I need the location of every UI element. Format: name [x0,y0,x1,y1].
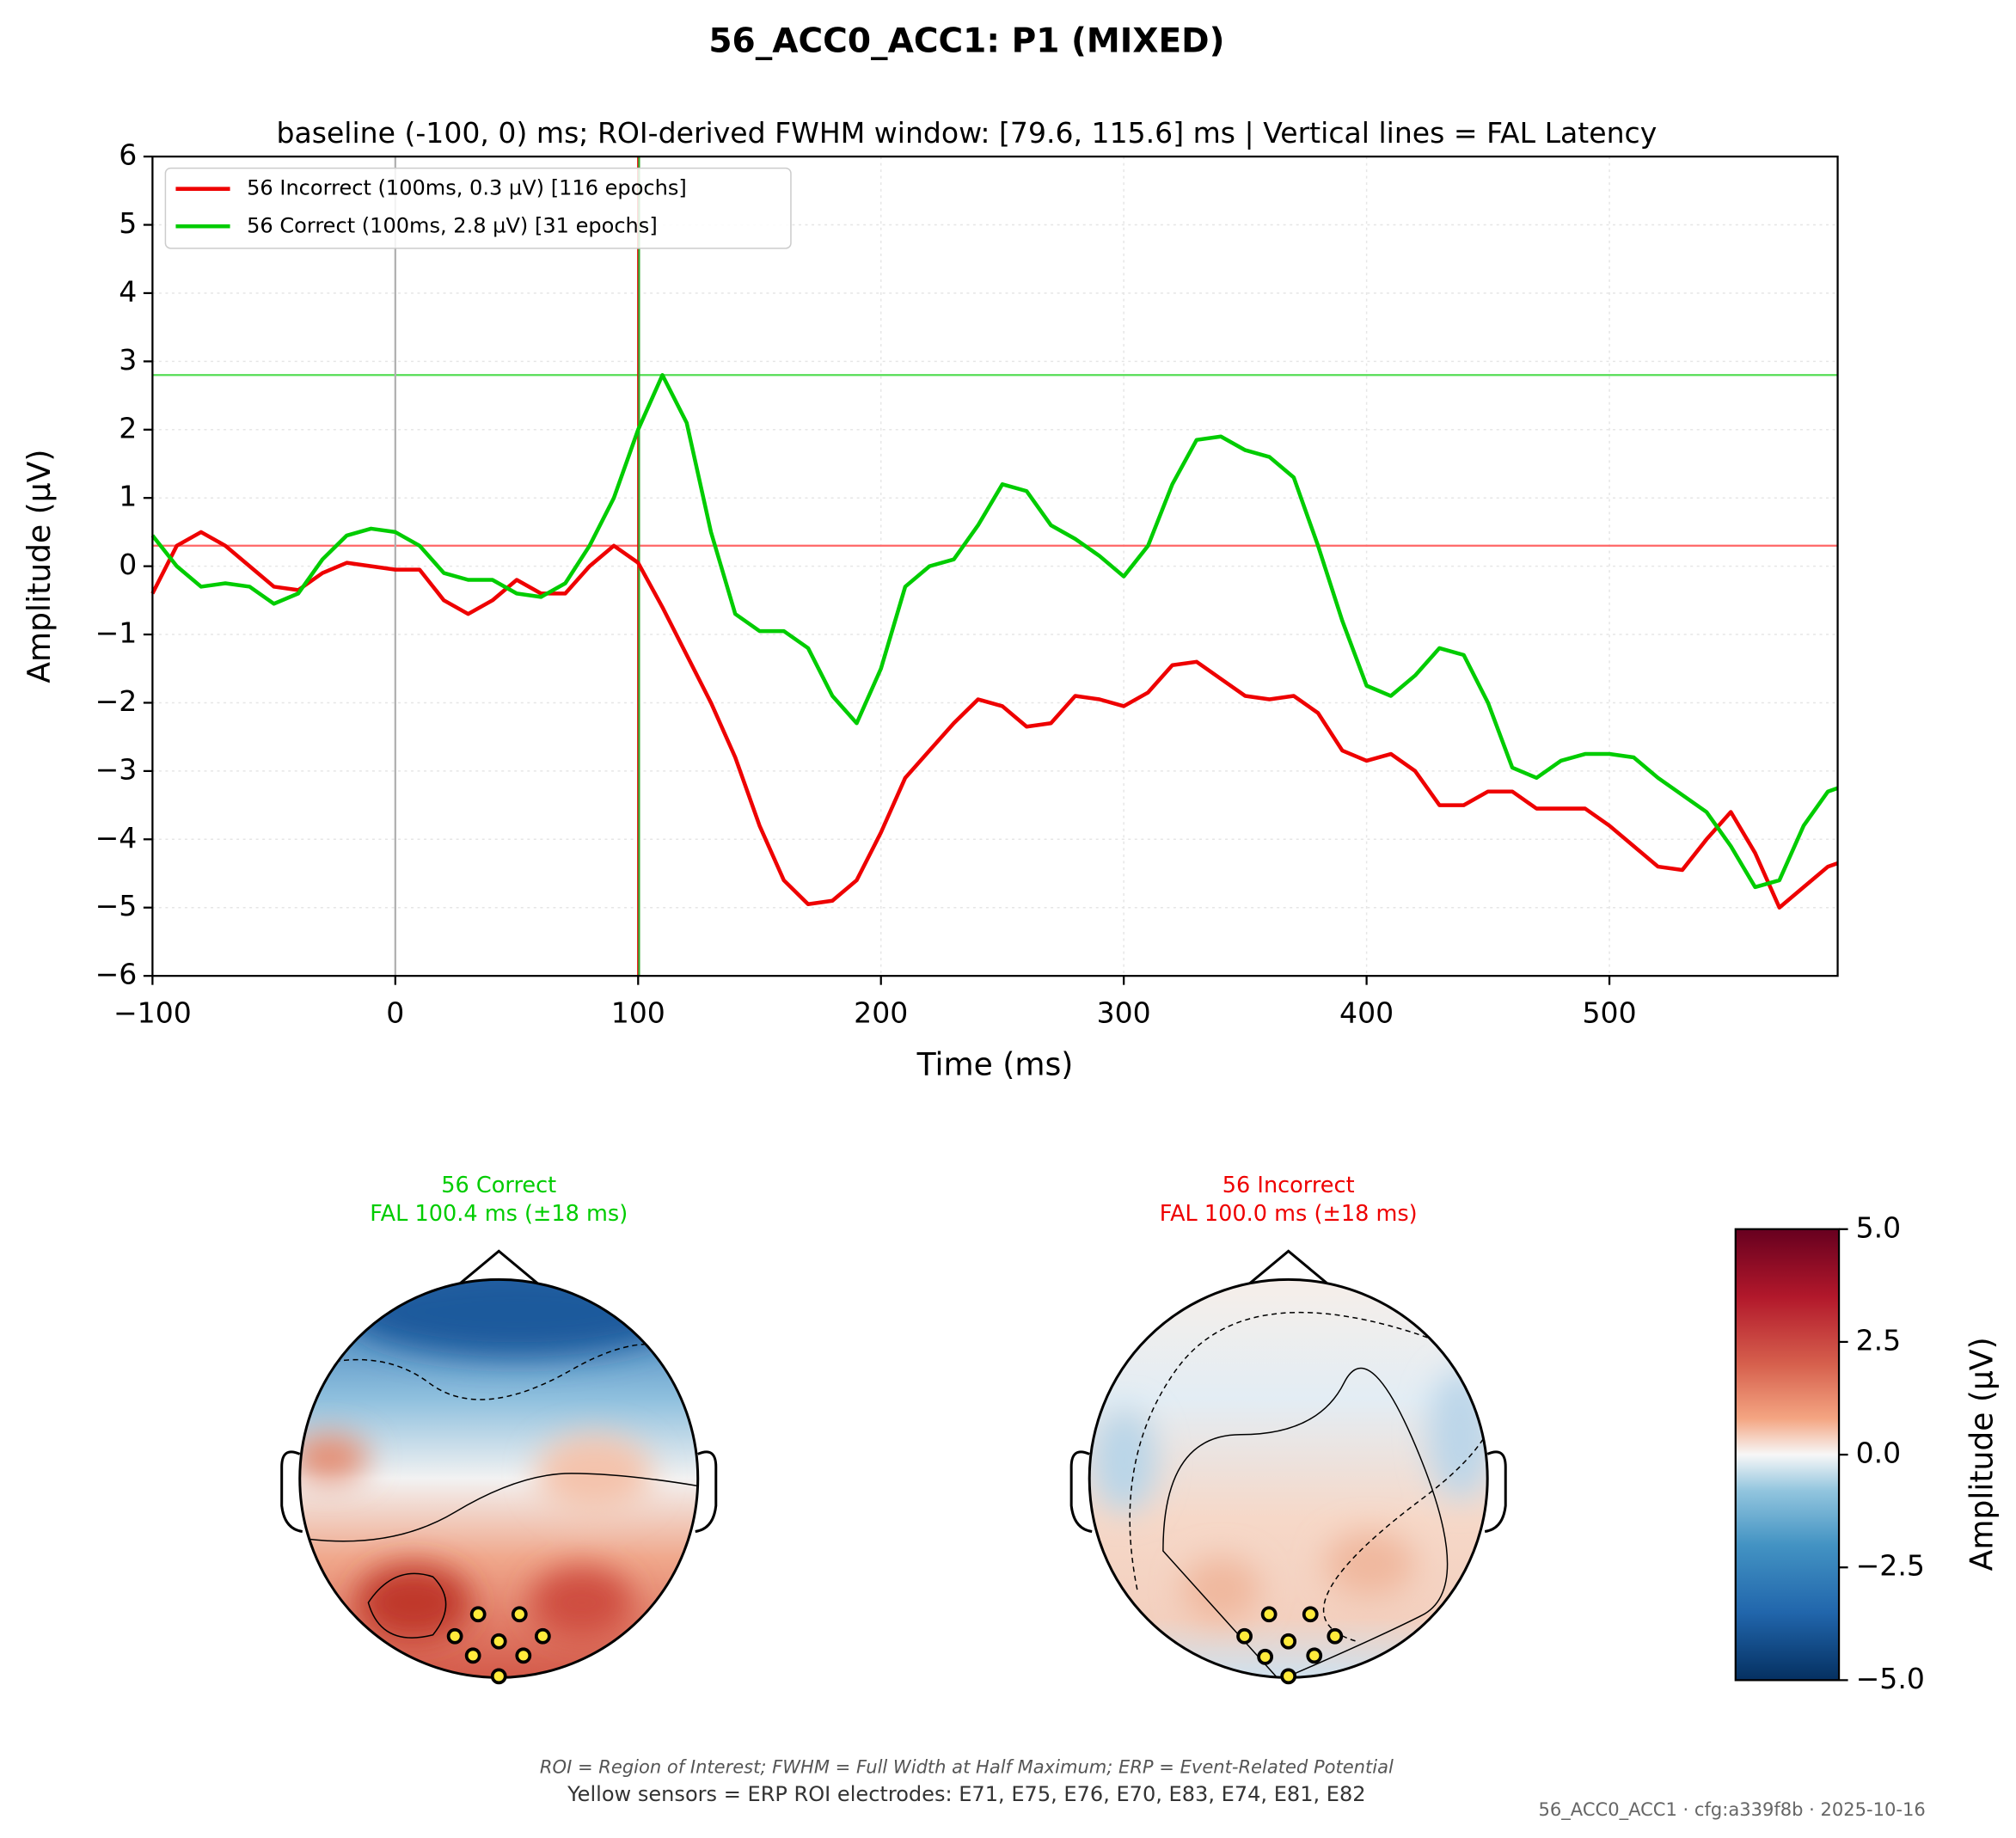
footer-stamp: 56_ACC0_ACC1 · cfg:a339f8b · 2025-10-16 [1539,1798,1926,1821]
legend-label: 56 Correct (100ms, 2.8 µV) [31 epochs] [247,213,658,237]
footer-abbreviations: ROI = Region of Interest; FWHM = Full Wi… [540,1756,1394,1778]
series-line [150,373,1839,890]
y-tick-label: 3 [119,343,137,377]
x-tick-label: 400 [1339,996,1394,1030]
y-tick-label: 0 [119,548,137,581]
x-tick-label: 0 [386,996,404,1030]
x-tick-label: 500 [1583,996,1637,1030]
topomap-title: 56 Correct [441,1173,556,1198]
x-tick-label: 200 [854,996,908,1030]
legend-box [164,167,792,249]
legend-label: 56 Incorrect (100ms, 0.3 µV) [116 epochs… [247,176,687,200]
topomap-title: 56 Incorrect [1222,1173,1355,1198]
colorbar-tick-label: 0.0 [1856,1437,1902,1470]
y-axis-label: Amplitude (µV) [21,450,58,683]
colorbar-tick-label: −5.0 [1856,1662,1925,1695]
y-tick-label: −2 [95,684,138,718]
y-tick-label: 2 [119,411,137,444]
x-axis-label: Time (ms) [916,1046,1074,1082]
x-tick-label: 300 [1097,996,1151,1030]
plot-frame [151,155,1839,977]
y-tick-label: 6 [119,138,137,172]
colorbar-label: Amplitude (µV) [1964,1337,2000,1571]
y-tick-label: −6 [95,958,138,991]
x-tick-label: −100 [113,996,192,1030]
y-tick-label: 5 [119,206,137,240]
figure-title: 56_ACC0_ACC1: P1 (MIXED) [708,21,1224,60]
series-line [150,530,1839,910]
topomap-subtitle: FAL 100.4 ms (±18 ms) [370,1201,628,1227]
y-tick-label: 1 [119,480,137,513]
topomap-left [280,1249,718,1685]
y-tick-label: −3 [95,752,138,786]
plot-subtitle: baseline (-100, 0) ms; ROI-derived FWHM … [276,116,1657,150]
y-tick-label: −4 [95,821,138,855]
y-tick-label: 4 [119,274,137,308]
colorbar-tick-label: −2.5 [1856,1549,1925,1583]
y-tick-label: −5 [95,889,138,922]
x-tick-label: 100 [611,996,665,1030]
footer-roi-note: Yellow sensors = ERP ROI electrodes: E71… [567,1782,1365,1806]
colorbar-tick-label: 5.0 [1856,1210,1902,1244]
y-tick-label: −1 [95,616,138,650]
topomap-subtitle: FAL 100.0 ms (±18 ms) [1160,1201,1418,1227]
topomap-right [1069,1249,1507,1685]
colorbar [1734,1228,1841,1682]
colorbar-tick-label: 2.5 [1856,1323,1902,1357]
